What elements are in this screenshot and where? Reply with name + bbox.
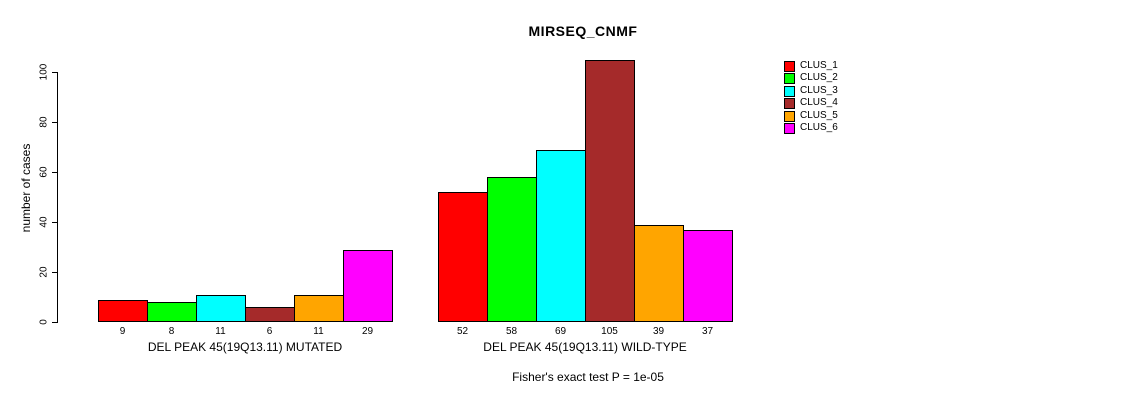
bar-clus_3-group2: [536, 149, 586, 322]
y-axis-tick-label: 80: [38, 116, 50, 128]
legend-label: CLUS_1: [800, 60, 838, 71]
bar-clus_5-group1: [294, 294, 344, 322]
chart-title: MIRSEQ_CNMF: [528, 23, 638, 39]
bar-value-label: 105: [601, 326, 618, 337]
legend-swatch: [784, 123, 795, 134]
y-axis-label: number of cases: [19, 143, 33, 233]
bar-value-label: 52: [456, 326, 469, 337]
legend-swatch: [784, 98, 795, 110]
bar-clus_6-group2: [683, 229, 733, 322]
bar-clus_3-group1: [196, 294, 246, 322]
bar-clus_2-group1: [147, 302, 197, 322]
legend-swatch: [784, 73, 795, 85]
bar-clus_5-group2: [634, 224, 684, 322]
y-axis-tick: [52, 222, 57, 223]
bar-value-label: 11: [313, 326, 324, 337]
legend-swatch: [784, 61, 795, 72]
bar-value-label: 37: [701, 326, 714, 337]
y-axis-tick: [52, 122, 57, 123]
bar-clus_4-group2: [585, 59, 635, 322]
bar-clus_1-group2: [438, 192, 488, 322]
legend-swatch: [784, 110, 795, 122]
y-axis-tick-label: 40: [38, 216, 50, 228]
bar-value-label: 29: [361, 326, 374, 337]
x-axis-group-label: DEL PEAK 45(19Q13.11) WILD-TYPE: [483, 340, 687, 354]
x-axis-group-label: DEL PEAK 45(19Q13.11) MUTATED: [147, 340, 343, 354]
y-axis-tick: [52, 272, 57, 273]
y-axis-tick: [52, 322, 57, 323]
y-axis-tick-label: 60: [38, 166, 50, 178]
y-axis-tick: [52, 72, 57, 73]
bar-value-label: 69: [554, 326, 567, 337]
bar-clus_6-group1: [343, 249, 393, 322]
y-axis-tick-label: 20: [38, 266, 50, 278]
y-axis-tick-label: 0: [38, 319, 50, 325]
legend-label: CLUS_5: [800, 109, 838, 121]
bar-value-label: 6: [266, 326, 273, 337]
bar-clus_2-group2: [487, 177, 537, 322]
legend-label: CLUS_4: [800, 97, 838, 109]
legend-label: CLUS_6: [800, 122, 838, 133]
bar-value-label: 39: [652, 326, 665, 337]
bar-clus_4-group1: [245, 307, 295, 322]
y-axis-line: [57, 72, 58, 323]
bar-value-label: 11: [215, 326, 226, 337]
bar-value-label: 8: [168, 326, 175, 337]
bar-clus_1-group1: [98, 299, 148, 322]
legend-label: CLUS_2: [800, 72, 838, 84]
legend-label: CLUS_3: [800, 84, 838, 96]
y-axis-tick: [52, 172, 57, 173]
bar-value-label: 9: [119, 326, 126, 337]
legend-swatch: [784, 85, 795, 97]
bar-value-label: 58: [505, 326, 518, 337]
y-axis-tick-label: 100: [38, 63, 50, 81]
footer-text: Fisher's exact test P = 1e-05: [512, 370, 664, 384]
